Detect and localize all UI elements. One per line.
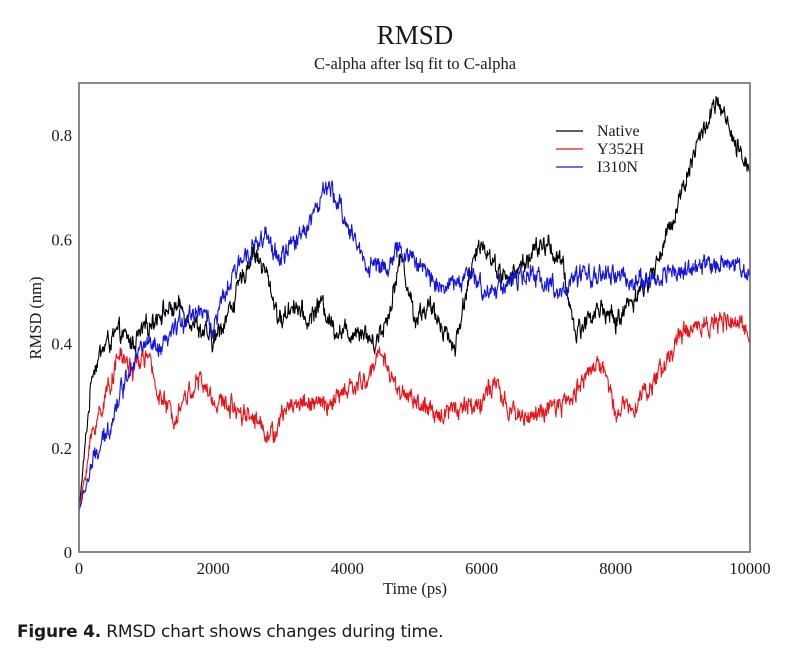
x-tick-label: 6000	[465, 559, 498, 578]
y-tick-label: 0.4	[51, 335, 72, 354]
legend-label: Y352H	[597, 141, 645, 158]
x-axis-label: Time (ps)	[383, 579, 447, 598]
x-tick-label: 0	[75, 559, 83, 578]
y-axis-label: RMSD (nm)	[26, 277, 45, 360]
series-layer	[78, 96, 751, 511]
x-tick-label: 4000	[331, 559, 364, 578]
y-axis-ticks: 0 0.2 0.4 0.6 0.8	[51, 126, 72, 562]
series-line-i310n	[78, 180, 751, 511]
x-axis-ticks: 0 2000 4000 6000 8000 10000	[75, 559, 771, 578]
chart-subtitle: C-alpha after lsq fit to C-alpha	[314, 54, 517, 73]
y-tick-label: 0.2	[51, 439, 72, 458]
y-tick-label: 0.8	[51, 126, 72, 145]
figure-caption-label: Figure 4.	[17, 622, 102, 642]
rmsd-chart: RMSD C-alpha after lsq fit to C-alpha 0 2…	[26, 20, 771, 598]
legend-label: I310N	[597, 159, 638, 176]
figure-caption-text: RMSD chart shows changes during time.	[101, 622, 444, 642]
x-tick-label: 2000	[197, 559, 230, 578]
legend-label: Native	[597, 123, 640, 140]
x-tick-label: 10000	[729, 559, 770, 578]
y-tick-label: 0	[64, 543, 72, 562]
series-line-y352h	[78, 311, 751, 511]
series-line-native	[78, 96, 751, 511]
y-tick-label: 0.6	[51, 230, 72, 249]
x-tick-label: 8000	[599, 559, 632, 578]
plot-frame	[78, 82, 751, 553]
chart-title: RMSD	[377, 20, 454, 50]
figure-caption: Figure 4. RMSD chart shows changes durin…	[17, 622, 443, 642]
